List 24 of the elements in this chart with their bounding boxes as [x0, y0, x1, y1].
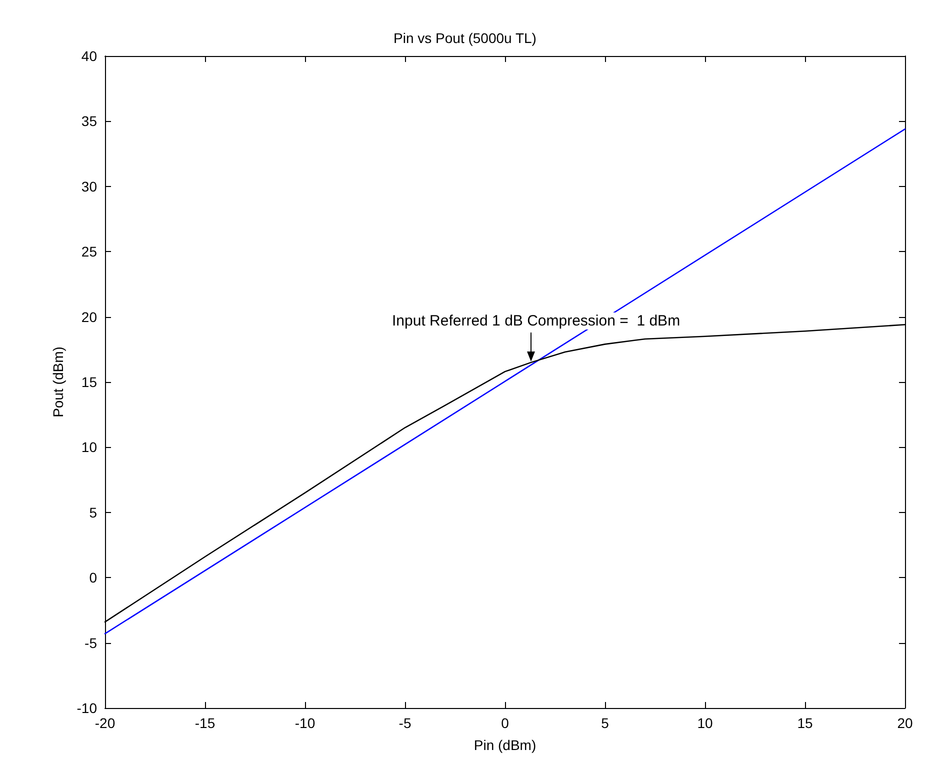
x-tick-label: 0 — [501, 715, 510, 731]
chart-title: Pin vs Pout (5000u TL) — [394, 30, 536, 46]
y-axis-title: Pout (dBm) — [50, 346, 66, 418]
y-tick-label: 25 — [81, 244, 98, 260]
y-tick-label: -5 — [84, 634, 98, 651]
y-tick-label: 40 — [81, 48, 98, 64]
x-tick-label: -5 — [398, 715, 412, 731]
y-tick-label: -10 — [76, 700, 98, 716]
y-tick-label: 10 — [81, 439, 98, 456]
y-tick-label: 15 — [81, 374, 98, 390]
x-axis-title: Pin (dBm) — [474, 737, 536, 753]
y-tick-label: 0 — [89, 570, 98, 586]
x-tick-label: 20 — [897, 715, 913, 731]
y-tick-label: 30 — [81, 178, 98, 194]
x-tick-label: -15 — [194, 715, 216, 731]
y-tick-label: 35 — [81, 113, 98, 130]
x-tick-label: -20 — [94, 715, 116, 731]
y-tick-label: 20 — [81, 308, 98, 325]
x-tick-label: 5 — [601, 715, 610, 731]
annotation: Input Referred 1 dB Compression = 1 dBm — [392, 312, 680, 330]
x-tick-label: 15 — [797, 715, 813, 731]
y-tick-label: 5 — [89, 504, 98, 520]
x-tick-label: 10 — [697, 715, 713, 731]
x-tick-label: -10 — [294, 715, 316, 731]
